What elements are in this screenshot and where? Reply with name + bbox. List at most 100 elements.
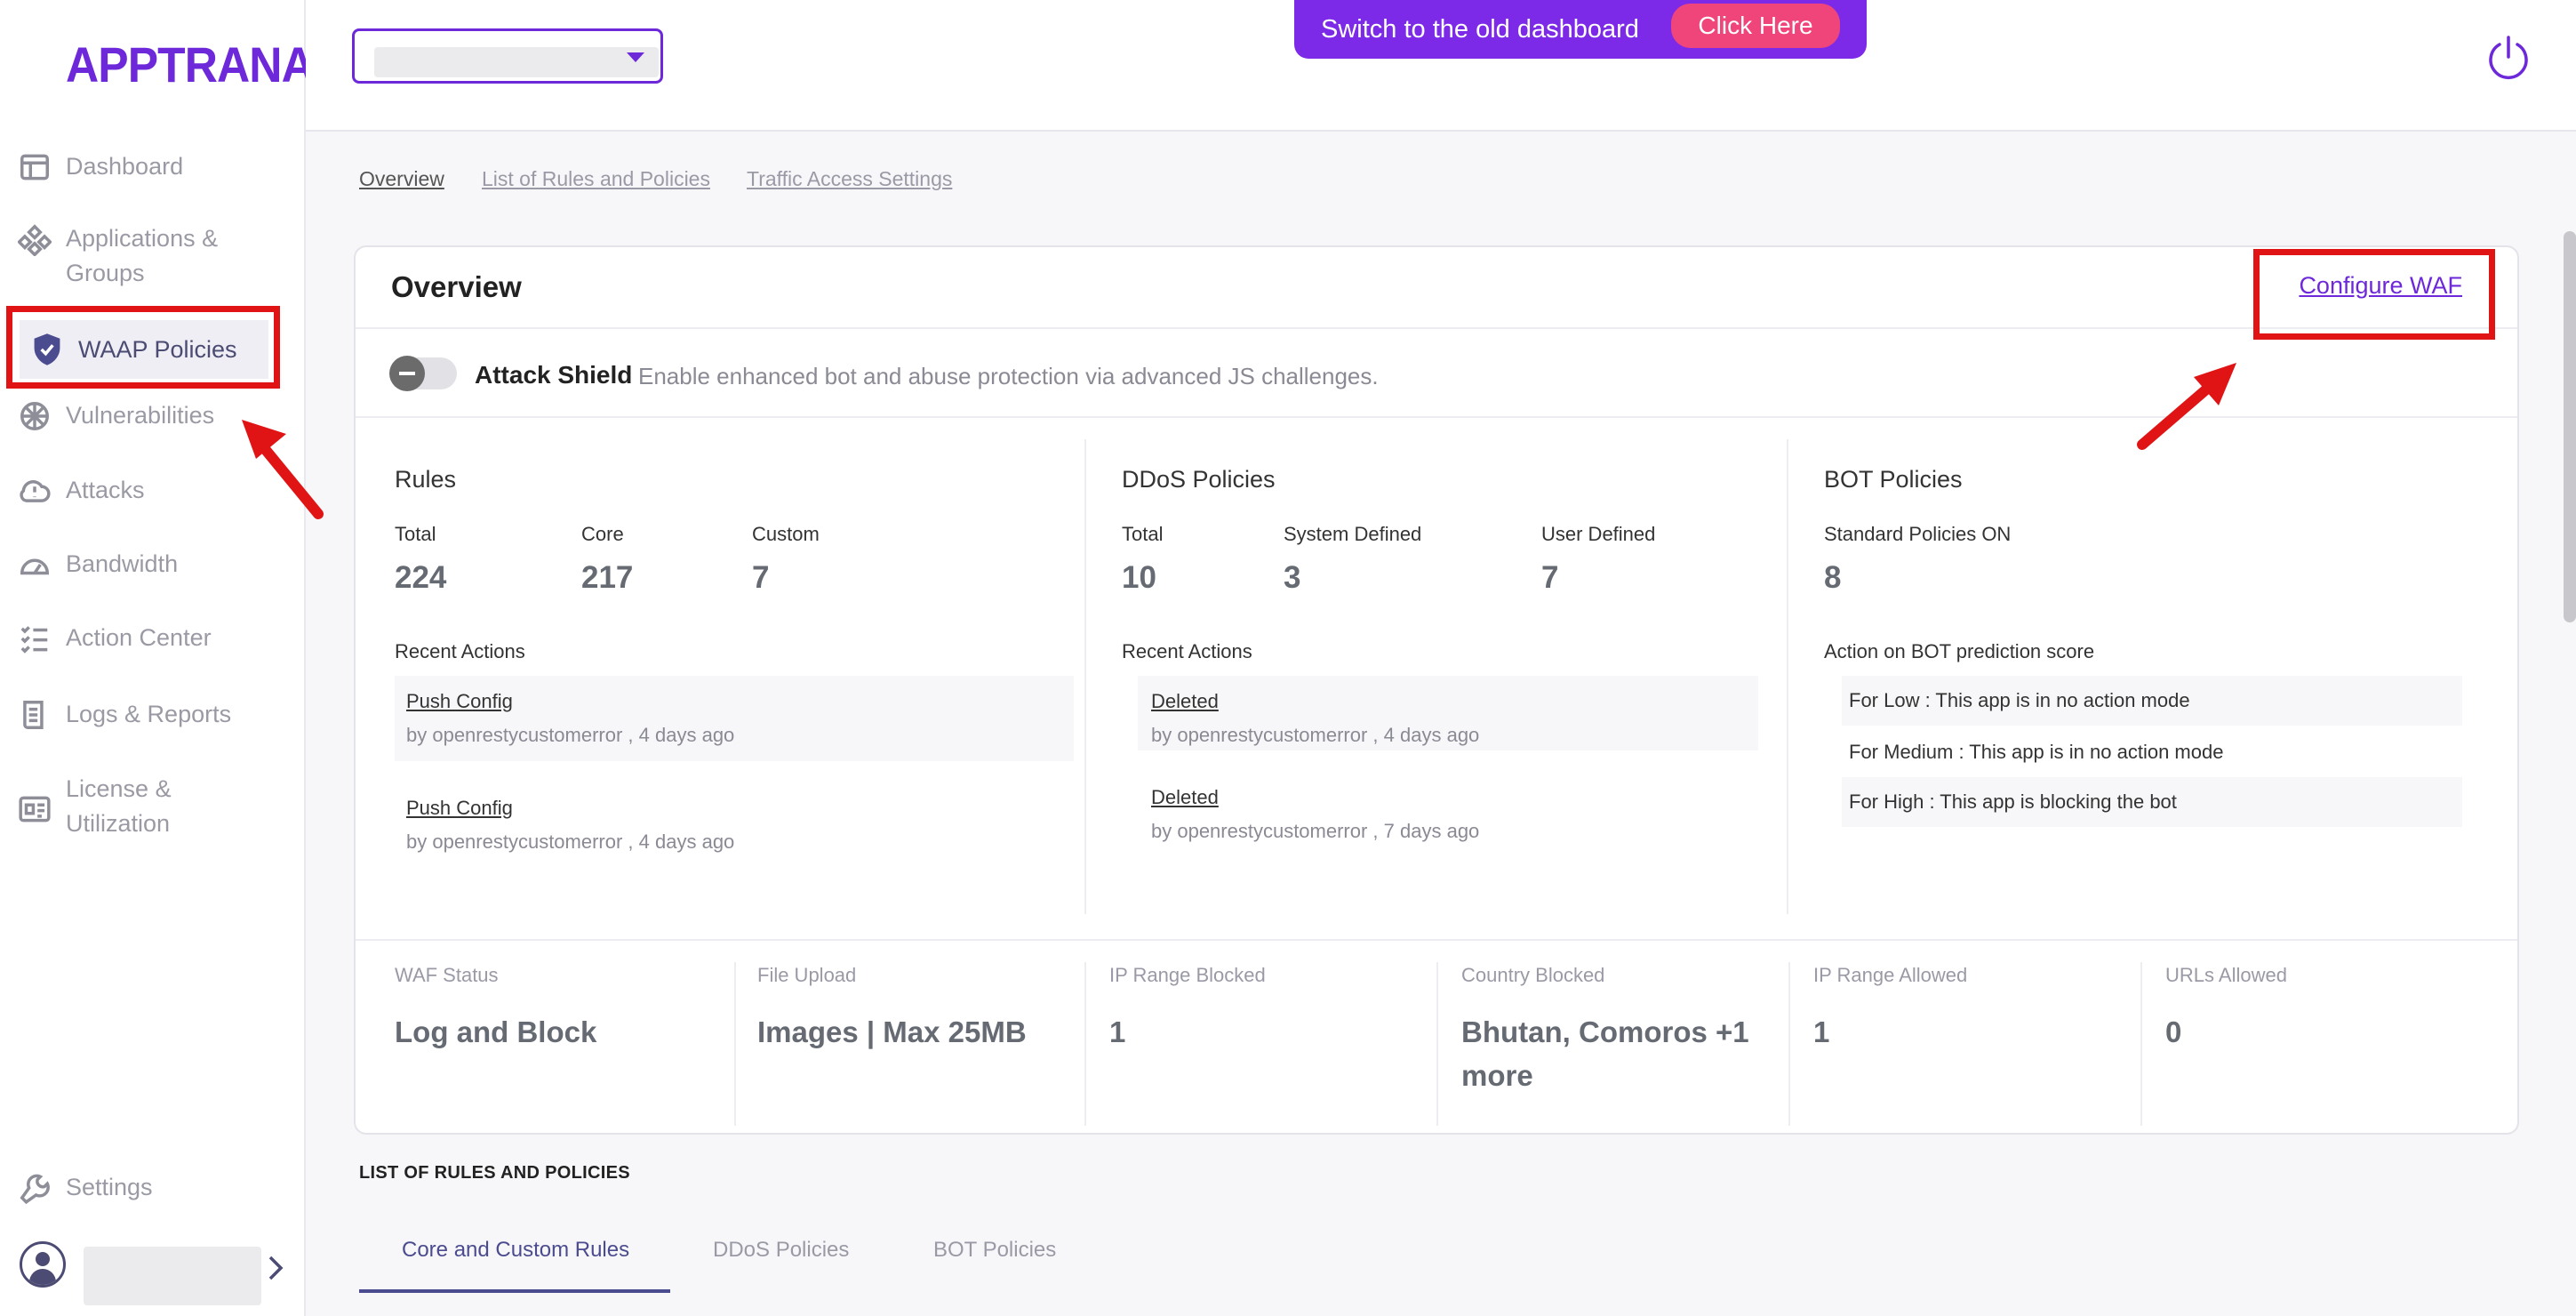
apps-icon [18, 221, 57, 256]
wrench-icon [18, 1170, 57, 1205]
bot-row-low: For Low : This app is in no action mode [1842, 676, 2462, 726]
stat-label: WAF Status [395, 964, 499, 986]
ddos-title: DDoS Policies [1122, 466, 1276, 493]
tab-list-of-rules[interactable]: List of Rules and Policies [482, 167, 710, 190]
stat-value: 0 [2165, 1015, 2182, 1048]
power-icon[interactable] [2484, 32, 2533, 82]
sidebar-item-vulnerabilities[interactable]: Vulnerabilities [18, 398, 276, 433]
column-divider [2140, 962, 2142, 1126]
switch-dashboard-banner: Switch to the old dashboard Click Here [1294, 0, 1867, 59]
configure-waf-link[interactable]: Configure WAF [2299, 272, 2462, 299]
chevron-down-icon [627, 52, 644, 62]
stat-label: URLs Allowed [2165, 964, 2287, 986]
checklist-icon [18, 621, 57, 655]
sidebar-item-label: Action Center [66, 624, 212, 651]
action-by: by openrestycustomerror , 4 days ago [406, 724, 735, 746]
action-by: by openrestycustomerror , 7 days ago [1151, 820, 1480, 842]
stat-label: Country Blocked [1461, 964, 1605, 986]
tab-core-custom-rules[interactable]: Core and Custom Rules [402, 1238, 630, 1262]
divider [356, 939, 2517, 941]
column-divider [1084, 962, 1086, 1126]
bug-icon [18, 398, 57, 433]
sidebar-item-logs-reports[interactable]: Logs & Reports [18, 697, 276, 732]
sidebar-item-action-center[interactable]: Action Center [18, 621, 276, 655]
ddos-system-value: 3 [1284, 560, 1301, 595]
click-here-button[interactable]: Click Here [1671, 4, 1840, 48]
action-by: by openrestycustomerror , 4 days ago [406, 831, 735, 853]
sidebar-item-label: Dashboard [66, 153, 184, 180]
list-item [395, 676, 1074, 761]
sidebar-item-waap-policies[interactable]: WAAP Policies [20, 320, 268, 379]
rules-total-value: 224 [395, 560, 447, 595]
bot-standard-label: Standard Policies ON [1824, 523, 2012, 545]
rules-title: Rules [395, 466, 457, 493]
stat-value: Images | Max 25MB [757, 1015, 1027, 1048]
column-divider [1788, 962, 1790, 1126]
sidebar-item-label: Vulnerabilities [66, 402, 215, 429]
sidebar-item-dashboard[interactable]: Dashboard [18, 149, 276, 184]
column-divider [1436, 962, 1438, 1126]
selected-app-redacted [374, 47, 659, 77]
gauge-icon [18, 547, 57, 582]
ddos-system-label: System Defined [1284, 523, 1422, 545]
layout-icon [18, 149, 57, 184]
tab-overview[interactable]: Overview [359, 167, 444, 190]
column-divider [1084, 439, 1086, 914]
stat-value: Log and Block [395, 1015, 597, 1048]
logs-icon [18, 697, 57, 732]
overview-card: Overview Configure WAF Attack Shield Ena… [354, 245, 2519, 1135]
rules-custom-value: 7 [752, 560, 770, 595]
bot-row-medium: For Medium : This app is in no action mo… [1849, 741, 2224, 763]
overview-title: Overview [391, 270, 522, 303]
sidebar-item-label: Bandwidth [66, 550, 179, 577]
sidebar-item-label: Applications & Groups [66, 225, 219, 286]
cloud-alert-icon [18, 473, 57, 508]
rules-recent-label: Recent Actions [395, 640, 525, 662]
ddos-total-value: 10 [1122, 560, 1156, 595]
active-tab-indicator [359, 1289, 670, 1293]
action-by: by openrestycustomerror , 4 days ago [1151, 724, 1480, 746]
sidebar-item-label: Settings [66, 1174, 153, 1200]
action-title-link[interactable]: Deleted [1151, 786, 1219, 808]
scrollbar[interactable] [2564, 231, 2576, 622]
chevron-right-icon[interactable] [263, 1252, 290, 1284]
attack-shield-label: Attack Shield [475, 361, 633, 389]
tab-bot-policies[interactable]: BOT Policies [933, 1238, 1057, 1262]
highlight-box-waap [6, 306, 280, 389]
action-title-link[interactable]: Push Config [406, 797, 513, 819]
sidebar-item-settings[interactable]: Settings [18, 1170, 276, 1205]
license-icon [18, 791, 57, 826]
shield-icon [30, 333, 69, 367]
sidebar-item-label: Logs & Reports [66, 701, 232, 727]
bot-title: BOT Policies [1824, 466, 1963, 493]
bot-prediction-label: Action on BOT prediction score [1824, 640, 2095, 662]
action-title-link[interactable]: Push Config [406, 690, 513, 712]
user-name-redacted [84, 1247, 261, 1305]
application-select[interactable] [352, 28, 663, 84]
rules-total-label: Total [395, 523, 436, 545]
switch-dashboard-text: Switch to the old dashboard [1321, 14, 1639, 44]
stat-value: 1 [1813, 1015, 1830, 1048]
sidebar-item-applications[interactable]: Applications & Groups [18, 221, 276, 291]
tab-traffic-access[interactable]: Traffic Access Settings [747, 167, 953, 190]
attack-shield-description: Enable enhanced bot and abuse protection… [638, 363, 1379, 389]
attack-shield-toggle[interactable] [389, 356, 457, 391]
list-item [1138, 676, 1758, 750]
avatar[interactable] [20, 1241, 66, 1288]
sidebar: APPTRANA Dashboard Applications & Groups… [0, 0, 315, 1316]
sidebar-item-license[interactable]: License & Utilization [18, 772, 276, 841]
red-arrow-waap [242, 420, 324, 519]
rules-core-label: Core [581, 523, 624, 545]
sidebar-item-attacks[interactable]: Attacks [18, 473, 276, 508]
action-title-link[interactable]: Deleted [1151, 690, 1219, 712]
divider [356, 416, 2517, 418]
sidebar-item-bandwidth[interactable]: Bandwidth [18, 547, 276, 582]
column-divider [1787, 439, 1788, 914]
highlight-box-configure [2253, 249, 2495, 340]
stat-label: File Upload [757, 964, 857, 986]
apptrana-logo[interactable]: APPTRANA [66, 36, 315, 92]
bot-row-high: For High : This app is blocking the bot [1842, 777, 2462, 827]
sidebar-item-label: WAAP Policies [78, 335, 237, 363]
ddos-user-label: User Defined [1541, 523, 1656, 545]
tab-ddos-policies[interactable]: DDoS Policies [713, 1238, 850, 1262]
